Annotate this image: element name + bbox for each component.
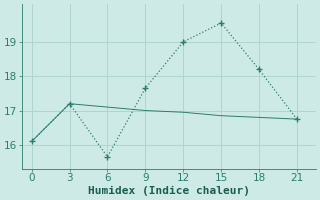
X-axis label: Humidex (Indice chaleur): Humidex (Indice chaleur) bbox=[88, 186, 250, 196]
